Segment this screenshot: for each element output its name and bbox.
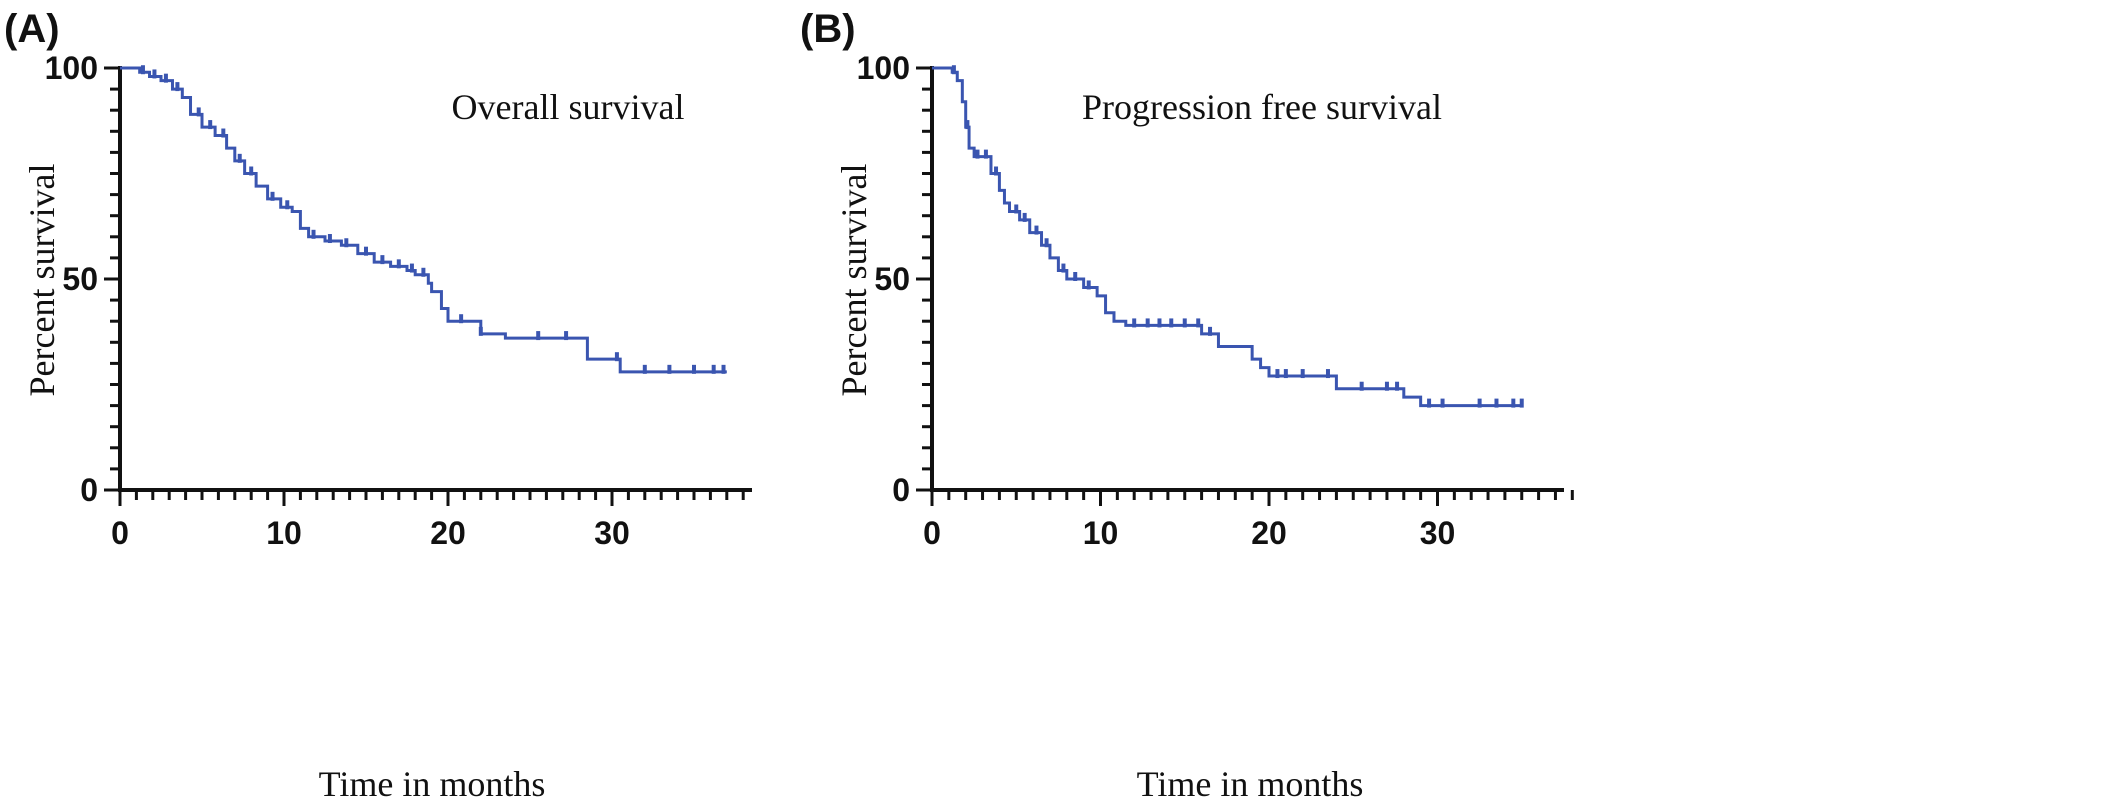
x-tick-label: 10 — [1083, 515, 1119, 551]
tick-labels-a: 0 10 20 30 0 50 100 — [45, 50, 630, 551]
tick-labels-b: 0 10 20 30 0 50 100 — [857, 50, 1456, 551]
x-tick-label: 0 — [111, 515, 129, 551]
chart-title-a: Overall survival — [452, 87, 685, 127]
y-tick-label: 0 — [892, 472, 910, 508]
survival-curve-b — [932, 66, 1522, 408]
x-tick-label: 0 — [923, 515, 941, 551]
ticks-a — [104, 66, 745, 506]
y-tick-label: 50 — [874, 261, 910, 297]
panel-a: (A) Overall survival Percent survival Ti… — [4, 7, 752, 804]
y-axis-title-a: Percent survival — [22, 164, 62, 397]
x-axis-title-b: Time in months — [1137, 764, 1364, 804]
x-axis-title-a: Time in months — [319, 764, 546, 804]
panel-label-b: (B) — [800, 7, 856, 51]
x-tick-label: 20 — [430, 515, 466, 551]
panel-b: (B) Progression free survival Percent su… — [800, 7, 1574, 804]
x-tick-label: 30 — [594, 515, 630, 551]
survival-curve-a — [120, 66, 727, 374]
censor-marks-b — [951, 65, 1524, 408]
x-tick-label: 10 — [266, 515, 302, 551]
y-tick-label: 100 — [857, 50, 910, 86]
y-axis-title-b: Percent survival — [834, 164, 874, 397]
survival-line — [120, 66, 727, 374]
panel-label-a: (A) — [4, 7, 60, 51]
survival-line — [932, 66, 1522, 408]
ticks-b — [916, 66, 1574, 506]
y-tick-label: 50 — [62, 261, 98, 297]
y-tick-label: 0 — [80, 472, 98, 508]
x-tick-label: 20 — [1251, 515, 1287, 551]
chart-title-b: Progression free survival — [1082, 87, 1442, 127]
x-tick-label: 30 — [1420, 515, 1456, 551]
censor-marks-a — [140, 65, 726, 374]
y-tick-label: 100 — [45, 50, 98, 86]
